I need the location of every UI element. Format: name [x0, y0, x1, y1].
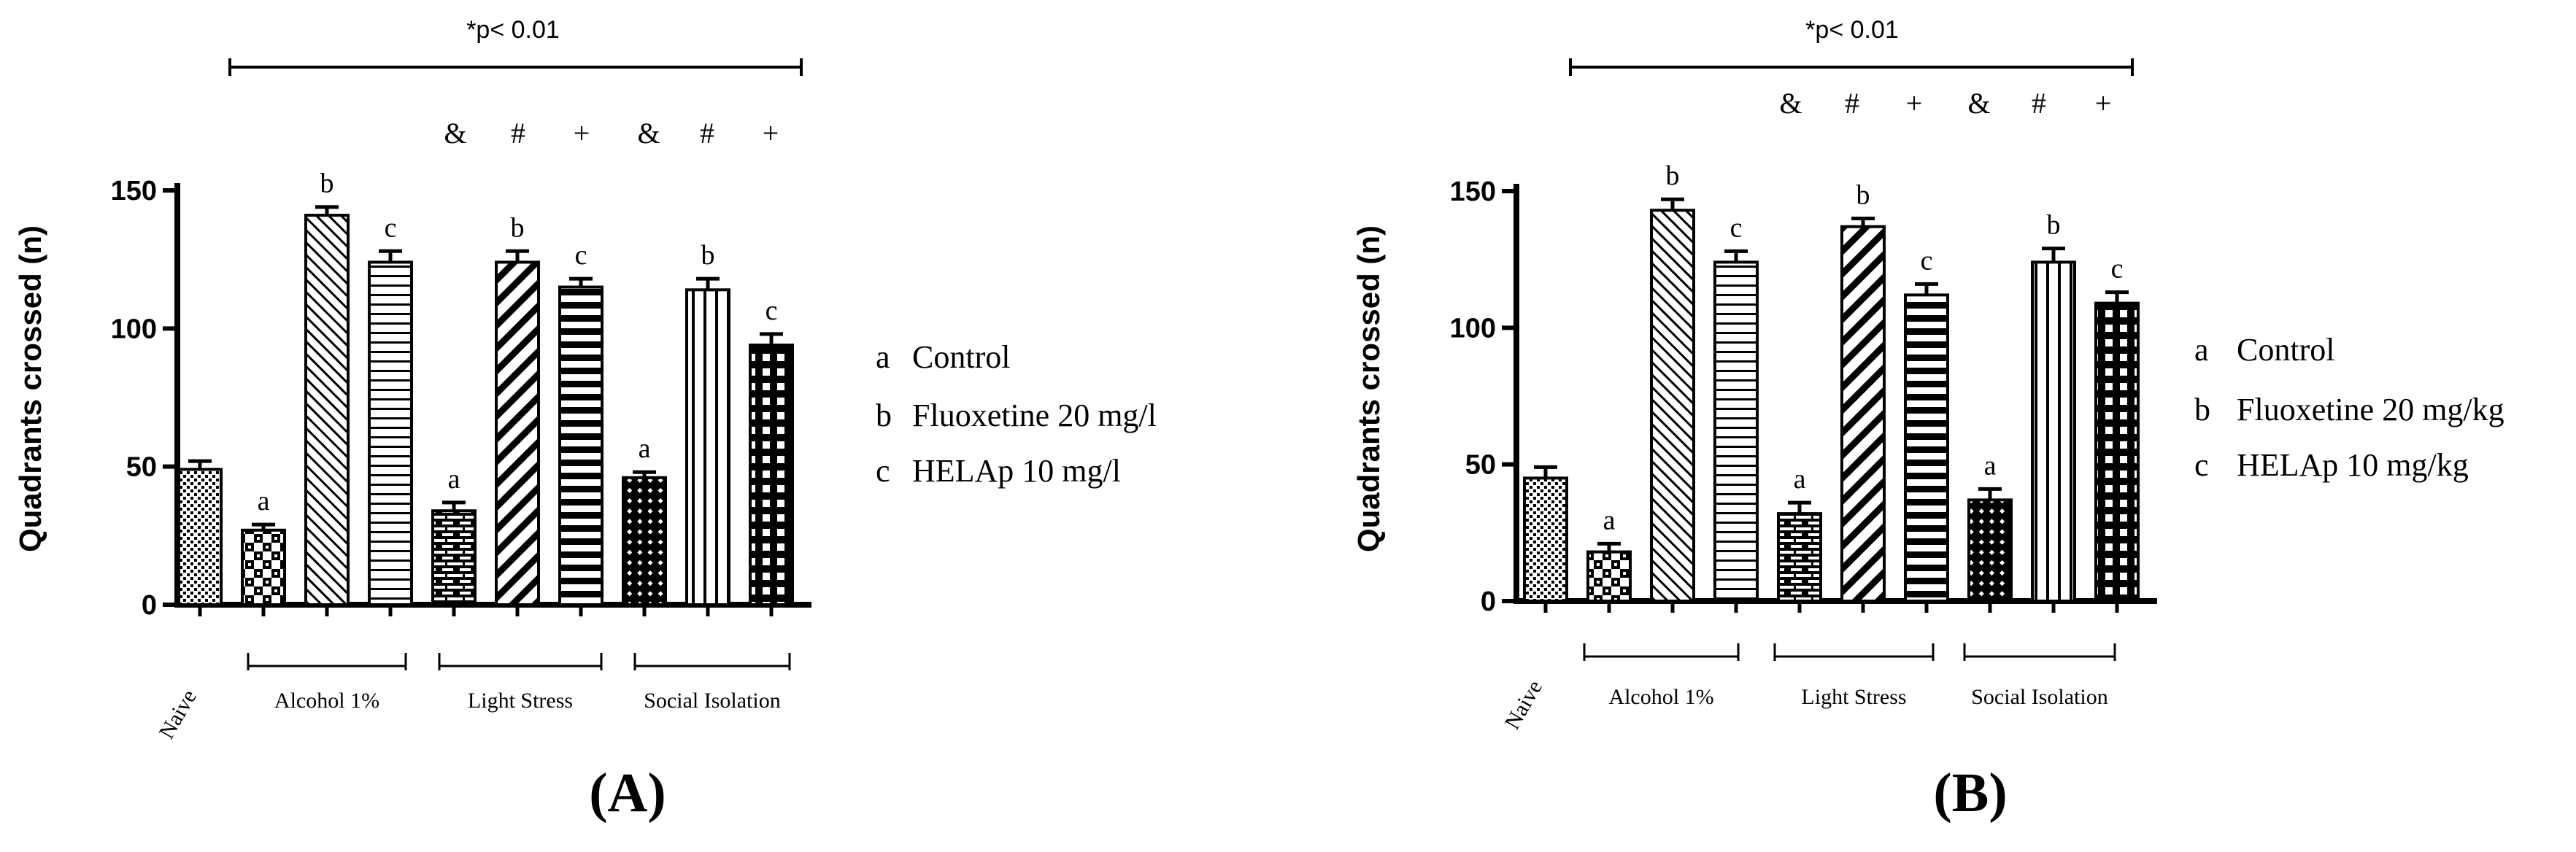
group-label: Social Isolation	[1971, 685, 2108, 709]
y-tick-label: 50	[126, 452, 157, 483]
bar	[1904, 293, 1949, 603]
bar-letter: c	[385, 212, 397, 243]
significance-bracket	[228, 58, 803, 76]
bar	[1713, 260, 1759, 603]
bar-letter: c	[766, 295, 778, 326]
bar	[177, 468, 223, 606]
significance-bracket	[1569, 58, 2134, 76]
comparison-symbols: & # + & # +	[1779, 87, 2111, 120]
legend-key: c	[876, 453, 890, 489]
bar-letter: b	[1666, 160, 1680, 191]
legend: a Control b Fluoxetine 20 mg/l c HELAp 10 mg/…	[876, 339, 1157, 489]
bar-letter: b	[320, 169, 334, 199]
bar	[495, 260, 540, 606]
y-tick-label: 150	[1450, 177, 1496, 207]
y-axis-title: Quadrants crossed (n)	[1351, 225, 1386, 552]
bar-letter: b	[511, 212, 525, 243]
bars: a b c a b c a b c	[177, 169, 794, 616]
legend-text: HELAp 10 mg/kg	[2237, 447, 2469, 483]
legend-text: HELAp 10 mg/l	[912, 453, 1121, 489]
legend-key: b	[876, 398, 892, 433]
comparison-symbol: +	[2095, 87, 2112, 120]
panel-label: (B)	[1933, 762, 2007, 824]
bar	[558, 285, 603, 606]
bar-letter: c	[1730, 212, 1743, 243]
group-label: Light Stress	[468, 689, 573, 713]
bar-letter: a	[1603, 505, 1616, 535]
significance-label: *p< 0.01	[466, 16, 560, 44]
legend-text: Control	[912, 339, 1010, 375]
bar-letter: c	[1921, 245, 1933, 276]
bar	[622, 476, 667, 607]
comparison-symbol: #	[700, 117, 714, 150]
bar-letter: a	[1794, 464, 1806, 495]
y-tick-label: 100	[1450, 313, 1496, 344]
bar	[749, 344, 794, 606]
comparison-symbol: #	[2032, 87, 2046, 120]
bar	[1840, 225, 1886, 603]
bar	[1967, 498, 2013, 603]
y-tick-label: 100	[111, 314, 157, 344]
legend-text: Control	[2237, 332, 2334, 368]
bar	[304, 214, 350, 606]
bar	[685, 288, 730, 606]
group-labels: Naive Alcohol 1% Light Stress Social Isolat…	[1500, 643, 2116, 734]
bar	[1586, 550, 1632, 603]
comparison-symbol: +	[763, 117, 779, 150]
comparison-symbol: +	[574, 117, 590, 150]
bar-letter: b	[701, 240, 715, 271]
panel-label: (A)	[589, 762, 666, 824]
legend: a Control b Fluoxetine 20 mg/kg c HELAp 10 mg…	[2194, 332, 2504, 483]
bar-letter: b	[1856, 179, 1870, 210]
legend-key: c	[2194, 447, 2209, 483]
bars: a b c a b c a b c	[1523, 160, 2140, 613]
bar	[431, 509, 477, 607]
bar	[1523, 476, 1568, 603]
comparison-symbol: +	[1906, 87, 1923, 120]
bar-letter: a	[258, 486, 270, 516]
group-label: Alcohol 1%	[1608, 685, 1713, 709]
comparison-symbols: & # + & # +	[444, 117, 779, 150]
bar-letter: a	[448, 464, 460, 495]
comparison-symbol: &	[637, 117, 660, 150]
group-label-naive: Naive	[155, 686, 201, 743]
comparison-symbol: &	[444, 117, 466, 150]
comparison-symbol: &	[1779, 87, 1802, 120]
legend-key: a	[876, 339, 890, 375]
bar-letter: c	[2111, 254, 2124, 284]
bar	[2031, 260, 2076, 603]
panel-a: *p< 0.01 & # + & # + Quadrants crossed (n) 0 5…	[13, 16, 1157, 824]
bar-letter: a	[1984, 450, 1997, 481]
legend-text: Fluoxetine 20 mg/l	[912, 398, 1157, 433]
bar	[1650, 209, 1695, 603]
y-tick-label: 150	[111, 176, 157, 206]
comparison-symbol: &	[1967, 87, 1990, 120]
bar	[1777, 512, 1822, 603]
panel-b: *p< 0.01 & # + & # + Quadrants crossed (n) 0 5…	[1351, 16, 2504, 824]
bar-letter: a	[639, 433, 651, 464]
bar	[241, 528, 286, 607]
group-label-naive: Naive	[1500, 676, 1547, 734]
significance-label: *p< 0.01	[1805, 16, 1899, 44]
legend-text: Fluoxetine 20 mg/kg	[2237, 392, 2504, 427]
y-axis-title: Quadrants crossed (n)	[13, 225, 47, 552]
group-label: Light Stress	[1801, 685, 1906, 709]
y-tick-label: 0	[1481, 586, 1496, 617]
legend-key: a	[2194, 332, 2209, 368]
bar	[2094, 301, 2140, 603]
bar-letter: c	[575, 240, 587, 271]
bar	[368, 260, 413, 606]
group-label: Alcohol 1%	[274, 689, 379, 713]
comparison-symbol: #	[511, 117, 525, 150]
y-tick-label: 50	[1465, 450, 1496, 481]
group-label: Social Isolation	[644, 689, 780, 713]
y-tick-label: 0	[142, 590, 157, 621]
comparison-symbol: #	[1845, 87, 1859, 120]
legend-key: b	[2194, 392, 2210, 427]
group-labels: Naive Alcohol 1% Light Stress Social Isolat…	[155, 653, 791, 743]
bar-letter: b	[2047, 210, 2061, 241]
